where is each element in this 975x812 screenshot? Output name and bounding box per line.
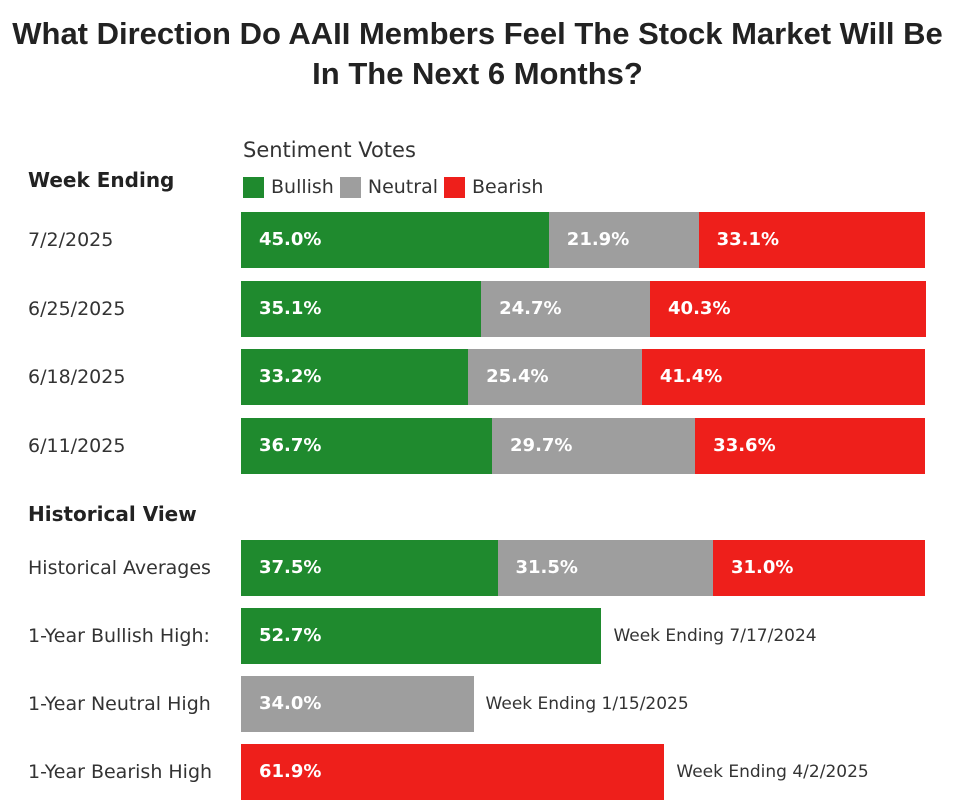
bar-bullish: 52.7% [241, 608, 602, 664]
chart-title: What Direction Do AAII Members Feel The … [12, 16, 943, 91]
bar-bearish: 33.6% [695, 418, 925, 475]
legend-title: Sentiment Votes [243, 138, 416, 162]
legend-label: Bearish [472, 176, 544, 198]
high-note: Week Ending 7/17/2024 [613, 626, 817, 646]
row-label: 1-Year Bullish High: [28, 625, 210, 647]
legend-swatch [444, 176, 465, 198]
legend-swatch [339, 176, 361, 198]
row-label: 6/25/2025 [28, 297, 126, 320]
bar-bullish: 37.5% [241, 540, 498, 596]
legend: Bullish Neutral Bearish [243, 176, 549, 198]
legend-label: Neutral [367, 176, 438, 198]
bar-bearish: 33.1% [698, 212, 925, 268]
row-label: 7/2/2025 [28, 229, 114, 251]
bar-neutral: 29.7% [492, 418, 696, 475]
legend-item-bullish: Bullish [243, 176, 334, 198]
week-ending-header: Week Ending [28, 168, 175, 192]
legend-item-bearish: Bearish [444, 176, 543, 198]
high-note: Week Ending 1/15/2025 [485, 694, 689, 714]
bar-bullish: 36.7% [241, 418, 493, 475]
bar-neutral: 31.5% [497, 540, 713, 596]
row-label: 1-Year Bearish High [28, 761, 213, 783]
row-label: 6/18/2025 [28, 366, 126, 389]
row-label: 1-Year Neutral High [28, 693, 211, 715]
bar-bullish: 33.2% [241, 349, 469, 406]
bar-neutral: 34.0% [241, 676, 474, 732]
bar-neutral: 24.7% [481, 280, 651, 337]
legend-swatch [243, 176, 264, 198]
row-label: Historical Averages [28, 557, 211, 579]
bar-bullish: 35.1% [241, 280, 482, 337]
legend-label: Bullish [271, 176, 334, 198]
bar-neutral: 21.9% [548, 212, 699, 268]
high-note: Week Ending 4/2/2025 [676, 762, 869, 782]
bar-bearish: 61.9% [241, 744, 665, 800]
bar-bearish: 31.0% [712, 540, 925, 596]
bar-bearish: 41.4% [641, 349, 925, 406]
row-label: 6/11/2025 [28, 435, 126, 458]
bar-bearish: 40.3% [650, 280, 926, 337]
legend-item-neutral: Neutral [339, 176, 438, 198]
historical-view-header: Historical View [28, 502, 197, 526]
bar-neutral: 25.4% [468, 349, 642, 406]
bar-bullish: 45.0% [241, 212, 549, 268]
